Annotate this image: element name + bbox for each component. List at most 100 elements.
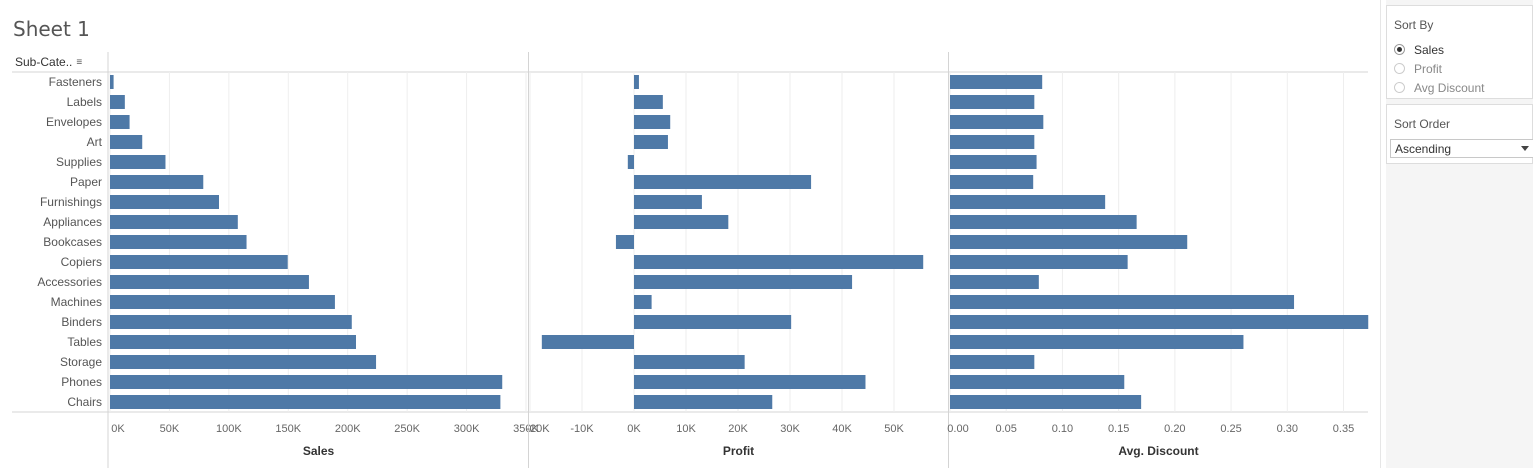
category-label: Storage — [60, 355, 102, 369]
bar-avg-discount — [950, 155, 1037, 169]
bar-avg-discount — [950, 395, 1142, 409]
bar-avg-discount — [950, 335, 1244, 349]
sort-icon[interactable]: ≡ — [76, 56, 83, 68]
bar-sales — [110, 315, 352, 329]
tick-label: 150K — [275, 423, 301, 435]
bar-sales — [110, 275, 309, 289]
bar-avg-discount — [950, 95, 1035, 109]
radio-unselected-icon[interactable] — [1394, 63, 1405, 74]
category-label: Furnishings — [40, 195, 102, 209]
radio-unselected-icon[interactable] — [1394, 82, 1405, 93]
tick-label: 0.25 — [1220, 423, 1241, 435]
tick-label: 30K — [780, 423, 800, 435]
tick-label: 0.30 — [1277, 423, 1298, 435]
tick-label: -20K — [526, 423, 550, 435]
sort-order-title: Sort Order — [1394, 117, 1451, 131]
bar-profit — [634, 395, 773, 409]
category-label: Labels — [67, 95, 102, 109]
radio-selected-icon[interactable] — [1394, 44, 1405, 55]
tick-label: 40K — [832, 423, 852, 435]
bar-avg-discount — [950, 295, 1295, 309]
sort-by-option-avg-discount[interactable]: Avg Discount — [1394, 78, 1532, 97]
category-label: Phones — [61, 375, 102, 389]
bar-profit — [634, 115, 671, 129]
tick-label: 0K — [627, 423, 641, 435]
controls-panel: Sort By Sales Profit Avg Discount Sort O… — [1386, 0, 1533, 468]
tick-label: 0K — [111, 423, 125, 435]
sort-by-title: Sort By — [1394, 18, 1434, 32]
bar-sales — [110, 375, 503, 389]
bar-avg-discount — [950, 135, 1035, 149]
tick-label: 100K — [216, 423, 242, 435]
bar-profit — [634, 355, 745, 369]
category-label: Chairs — [67, 395, 102, 409]
sheet-title: Sheet 1 — [13, 17, 90, 41]
bar-sales — [110, 155, 166, 169]
bar-avg-discount — [950, 375, 1125, 389]
sort-by-card: Sort By Sales Profit Avg Discount — [1386, 5, 1533, 99]
category-label: Machines — [51, 295, 102, 309]
bar-avg-discount — [950, 255, 1128, 269]
bar-sales — [110, 295, 335, 309]
category-label: Appliances — [43, 215, 102, 229]
sort-order-value: Ascending — [1395, 141, 1452, 156]
sub-category-header-label: Sub-Cate.. — [15, 55, 73, 69]
sort-order-card: Sort Order Ascending — [1386, 104, 1533, 164]
category-label: Accessories — [37, 275, 102, 289]
bar-profit — [634, 315, 792, 329]
category-label: Paper — [70, 175, 102, 189]
sort-by-option-sales[interactable]: Sales — [1394, 40, 1532, 59]
tick-label: 350K — [513, 423, 539, 435]
sort-order-dropdown[interactable]: Ascending — [1390, 139, 1533, 158]
sort-by-option-profit[interactable]: Profit — [1394, 59, 1532, 78]
tick-label: 0.00 — [947, 423, 968, 435]
sort-by-option-label: Profit — [1414, 61, 1443, 76]
bar-sales — [110, 95, 125, 109]
category-label: Tables — [67, 335, 102, 349]
bar-profit — [634, 255, 924, 269]
bar-profit — [634, 135, 668, 149]
axis-title: Profit — [723, 444, 754, 458]
bar-avg-discount — [950, 275, 1039, 289]
bar-sales — [110, 355, 377, 369]
category-label: Copiers — [61, 255, 102, 269]
bar-profit — [634, 95, 663, 109]
category-label: Art — [87, 135, 103, 149]
bar-sales — [110, 75, 114, 89]
bar-sales — [110, 395, 501, 409]
bar-profit — [634, 275, 853, 289]
tick-label: 0.05 — [996, 423, 1017, 435]
bar-profit — [634, 375, 866, 389]
bar-sales — [110, 135, 143, 149]
bar-profit — [634, 215, 729, 229]
sort-by-option-label: Sales — [1414, 42, 1445, 57]
bar-profit — [634, 195, 702, 209]
category-label: Bookcases — [43, 235, 102, 249]
bar-avg-discount — [950, 215, 1137, 229]
worksheet: Sheet 1 Sub-Cate.. ≡ 0K 50K 100K 150K 200K 25… — [12, 0, 1381, 468]
tick-label: 0.10 — [1052, 423, 1073, 435]
tick-label: 50K — [884, 423, 904, 435]
bar-avg-discount — [950, 315, 1369, 329]
tick-label: 50K — [160, 423, 180, 435]
category-label: Fasteners — [49, 75, 102, 89]
bar-profit — [634, 175, 812, 189]
bar-sales — [110, 215, 238, 229]
bar-avg-discount — [950, 115, 1044, 129]
tick-label: 10K — [676, 423, 696, 435]
category-label: Binders — [61, 315, 102, 329]
chart-area: 0K 50K 100K 150K 200K 250K 300K 350K Sales -20K -1… — [12, 52, 1369, 468]
tick-label: 200K — [335, 423, 361, 435]
bar-profit — [541, 335, 634, 349]
bar-profit — [615, 235, 634, 249]
sub-category-header[interactable]: Sub-Cate.. ≡ — [15, 55, 82, 69]
sort-by-option-label: Avg Discount — [1414, 80, 1485, 95]
bar-sales — [110, 195, 219, 209]
bar-sales — [110, 175, 204, 189]
category-label: Envelopes — [46, 115, 102, 129]
bar-sales — [110, 255, 288, 269]
axis-title: Avg. Discount — [1118, 444, 1198, 458]
tick-label: 0.20 — [1164, 423, 1185, 435]
bar-profit — [634, 75, 639, 89]
chevron-down-icon[interactable] — [1521, 146, 1529, 151]
